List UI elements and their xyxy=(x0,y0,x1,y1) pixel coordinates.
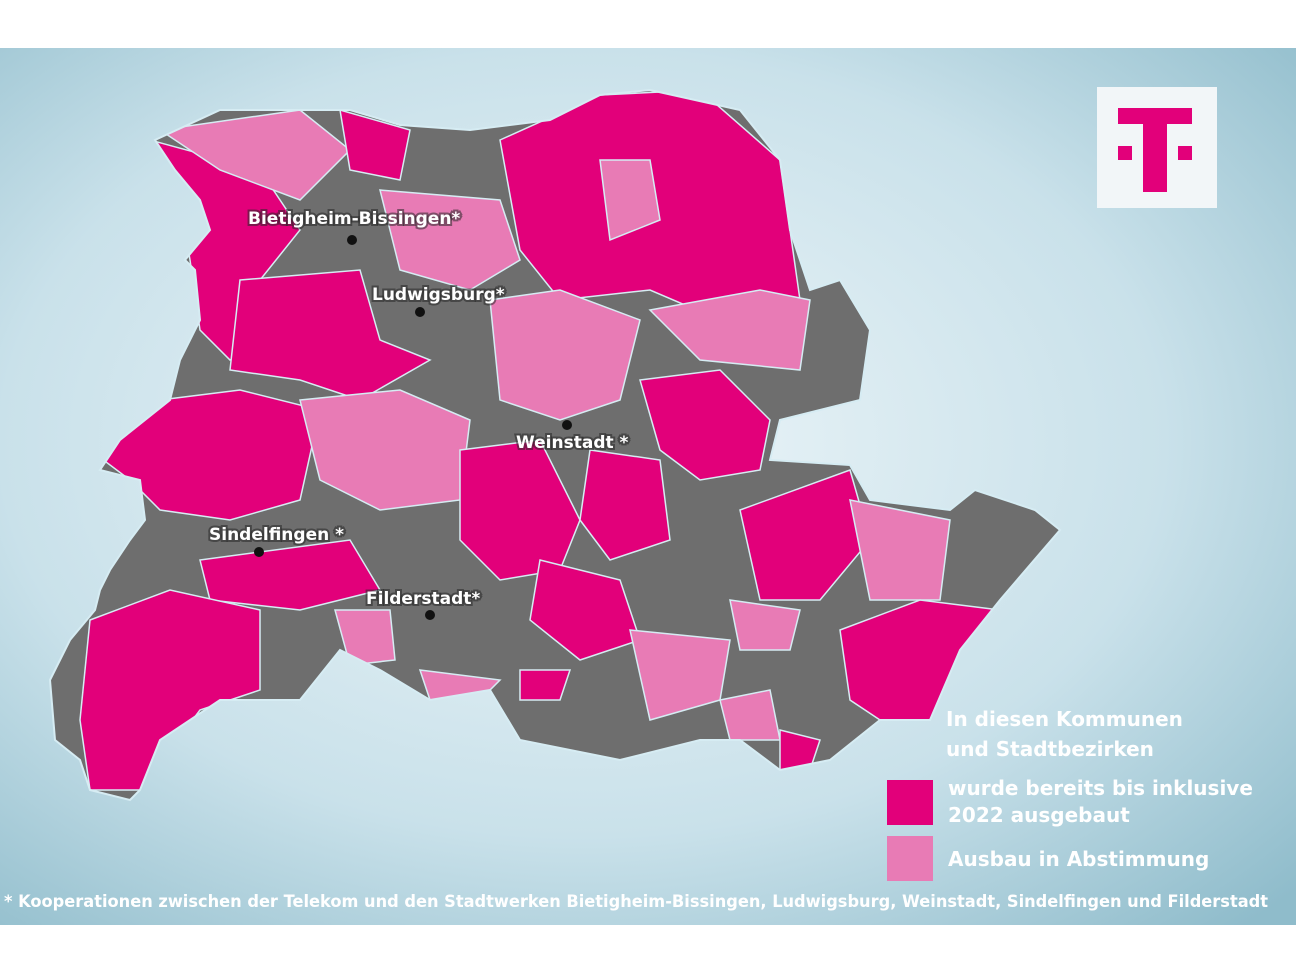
legend-swatch xyxy=(887,836,933,881)
legend-swatch xyxy=(887,780,933,825)
region xyxy=(648,289,811,371)
region xyxy=(199,539,382,611)
legend-title: und Stadtbezirken xyxy=(946,737,1154,761)
legend-label: wurde bereits bis inklusive xyxy=(948,776,1253,800)
city-dot xyxy=(425,610,435,620)
city-label: Sindelfingen * xyxy=(209,525,344,545)
region xyxy=(229,269,432,401)
region xyxy=(489,289,641,421)
region xyxy=(529,559,641,661)
logo-stem xyxy=(1143,108,1167,192)
region xyxy=(729,599,801,651)
region xyxy=(519,669,572,701)
legend-label: 2022 ausgebaut xyxy=(948,803,1130,827)
city-label: Weinstadt * xyxy=(516,433,629,453)
city-dot xyxy=(415,307,425,317)
legend-title: In diesen Kommunen xyxy=(946,707,1183,731)
region xyxy=(157,109,352,201)
logo-dot xyxy=(1118,146,1132,160)
region xyxy=(339,108,411,181)
region xyxy=(334,609,396,666)
city-dot xyxy=(347,235,357,245)
logo xyxy=(1097,87,1217,208)
footnote: * Kooperationen zwischen der Telekom und… xyxy=(4,892,1268,912)
legend-label: Ausbau in Abstimmung xyxy=(948,847,1209,871)
region xyxy=(579,449,671,561)
region xyxy=(639,369,771,481)
city-label: Filderstadt* xyxy=(366,589,480,609)
city-dot xyxy=(254,547,264,557)
city-label: Ludwigsburg* xyxy=(372,285,505,305)
region xyxy=(849,499,951,601)
region xyxy=(79,589,261,791)
region xyxy=(599,159,661,242)
logo-dot xyxy=(1178,146,1192,160)
region xyxy=(719,689,781,741)
city-dot xyxy=(562,420,572,430)
city-label: Bietigheim-Bissingen* xyxy=(248,209,460,229)
city-markers xyxy=(254,235,572,620)
region xyxy=(739,469,871,601)
region xyxy=(379,189,521,291)
